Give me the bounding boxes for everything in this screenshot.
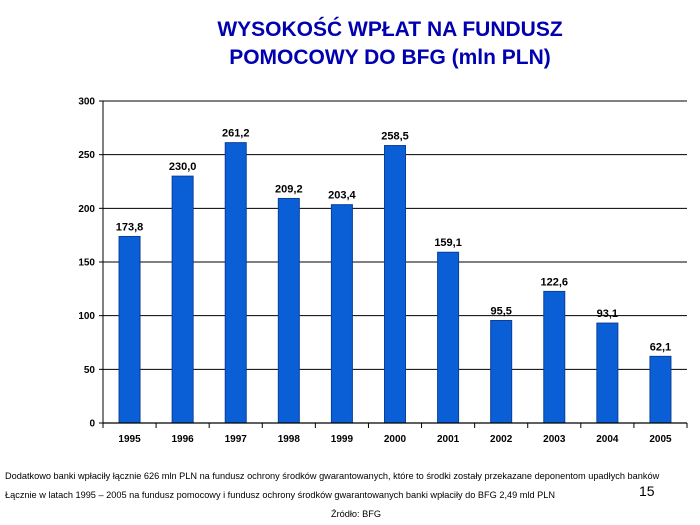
page-number: 15 [639,483,655,499]
x-tick-label: 2002 [490,434,513,445]
y-tick-label: 150 [78,258,95,269]
bar [224,142,247,424]
chart-title-line-1: WYSOKOŚĆ WPŁAT NA FUNDUSZ [217,18,563,41]
bar [437,251,460,424]
bar-value-label: 173,8 [116,221,144,233]
x-tick-label: 1996 [172,434,195,445]
bar [543,290,566,424]
footnote-total-payments: Łącznie w latach 1995 – 2005 na fundusz … [5,490,556,500]
x-tick-label: 2005 [649,434,672,445]
y-tick-label: 0 [89,419,95,430]
bar [649,355,672,424]
y-tick-label: 50 [84,365,96,376]
bar [277,197,300,424]
bar-value-label: 93,1 [597,308,618,320]
x-tick-label: 2003 [543,434,566,445]
chart-title: WYSOKOŚĆ WPŁAT NA FUNDUSZ POMOCOWY DO BF… [120,16,660,72]
x-tick-label: 2001 [437,434,460,445]
bar-value-label: 159,1 [434,237,462,249]
y-tick-label: 300 [78,97,95,108]
bar-value-label: 62,1 [650,341,671,353]
bar-value-label: 122,6 [541,276,569,288]
x-tick-label: 2000 [384,434,407,445]
x-tick-label: 1998 [278,434,301,445]
bar [490,319,513,424]
x-tick-label: 2004 [596,434,619,445]
bar-value-label: 261,2 [222,128,250,140]
bar-value-label: 95,5 [490,305,511,317]
bar [118,235,141,424]
y-tick-label: 100 [78,311,95,322]
footnote-additional-payments: Dodatkowo banki wpłaciły łącznie 626 mln… [5,471,660,481]
bar-value-label: 203,4 [328,190,356,202]
y-tick-label: 250 [78,150,95,161]
bar-value-label: 230,0 [169,161,197,173]
bar [171,175,194,424]
x-tick-label: 1997 [225,434,248,445]
bar-value-label: 258,5 [381,131,409,143]
chart-title-line-2: POMOCOWY DO BFG (mln PLN) [229,46,551,69]
bar [384,145,406,424]
source-note: Źródło: BFG [331,509,382,519]
x-tick-label: 1999 [331,434,354,445]
bar [596,322,619,424]
y-tick-label: 200 [78,204,95,215]
x-tick-label: 1995 [118,434,141,445]
bar [330,204,353,424]
bar-value-label: 209,2 [275,183,303,195]
